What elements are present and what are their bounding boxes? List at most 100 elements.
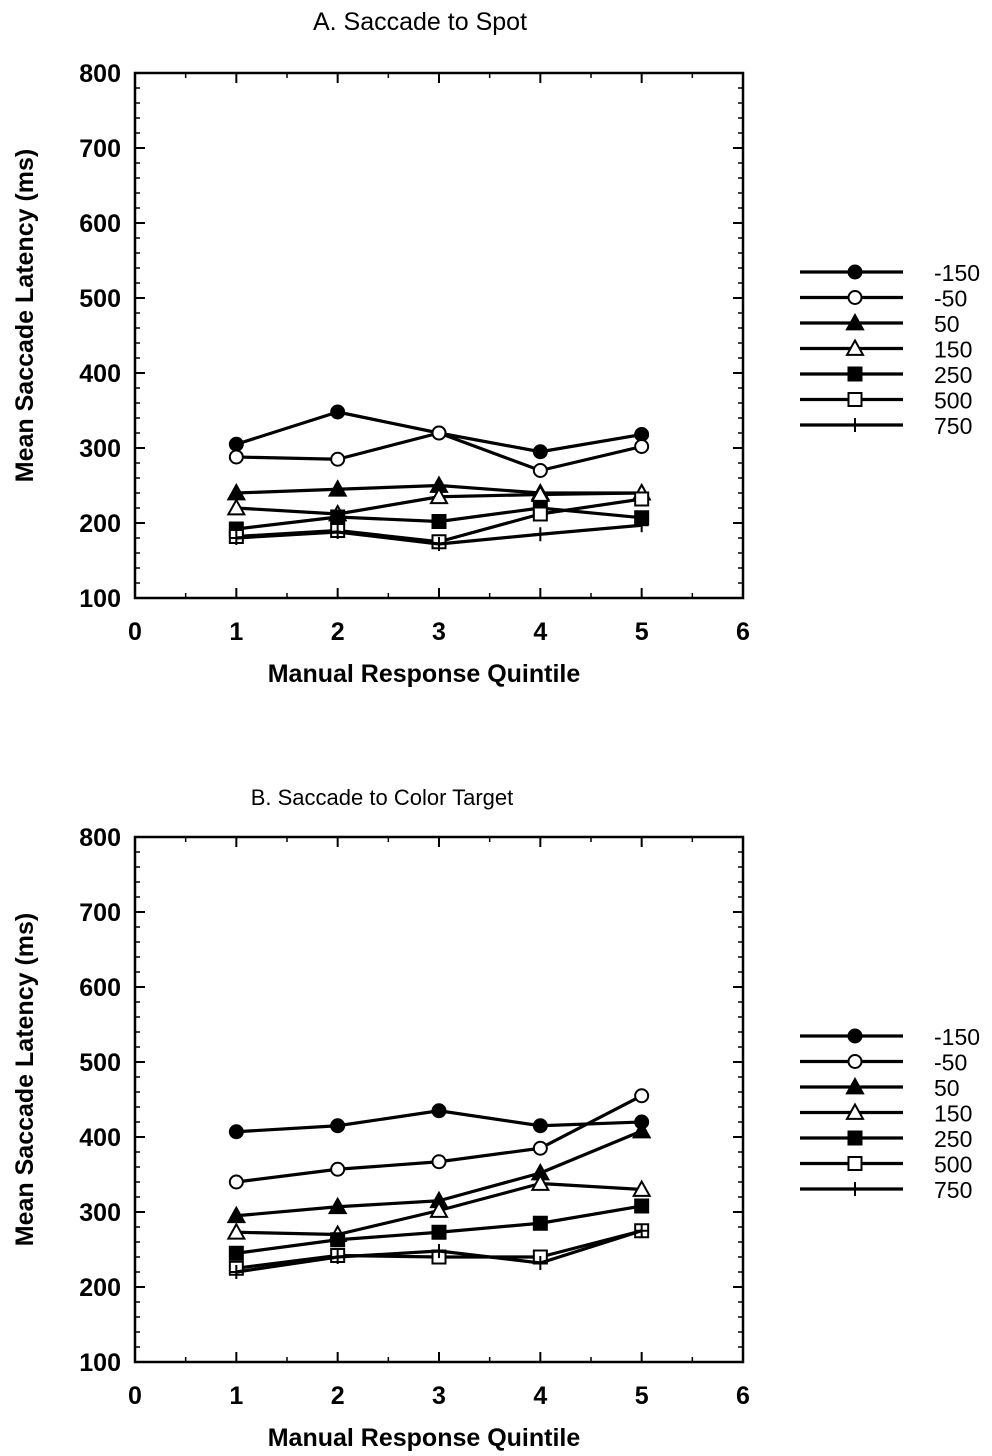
data-point bbox=[228, 449, 244, 465]
y-tick-label: 800 bbox=[79, 824, 121, 852]
legend-marker bbox=[847, 290, 863, 305]
x-tick-label: 0 bbox=[128, 1382, 142, 1410]
data-point bbox=[429, 1200, 449, 1218]
x-axis-label: Manual Response Quintile bbox=[268, 660, 581, 688]
data-point bbox=[431, 1154, 447, 1170]
y-tick-label: 300 bbox=[79, 1199, 121, 1227]
y-axis-label: Mean Saccade Latency (ms) bbox=[11, 913, 39, 1246]
x-tick-label: 4 bbox=[533, 618, 547, 646]
data-point bbox=[228, 1174, 244, 1190]
data-point bbox=[327, 1196, 348, 1215]
legend-item--50: -50 bbox=[800, 1050, 967, 1076]
series-750 bbox=[229, 1223, 649, 1279]
data-point bbox=[330, 1118, 346, 1134]
data-point bbox=[532, 1118, 548, 1134]
x-tick-label: 1 bbox=[229, 618, 243, 646]
data-point bbox=[431, 1224, 447, 1240]
x-tick-label: 1 bbox=[229, 1382, 243, 1410]
series--50 bbox=[228, 1088, 650, 1190]
legend-label: 250 bbox=[934, 1126, 972, 1152]
y-tick-label: 600 bbox=[79, 974, 121, 1002]
y-tick-label: 700 bbox=[79, 899, 121, 927]
data-point bbox=[432, 1244, 446, 1258]
data-point bbox=[431, 514, 447, 529]
data-point bbox=[327, 479, 348, 497]
legend-item-750: 750 bbox=[800, 1177, 972, 1203]
x-axis-label: Manual Response Quintile bbox=[268, 1424, 581, 1452]
legend-label: 500 bbox=[934, 1152, 972, 1178]
chart-title: A. Saccade to Spot bbox=[313, 8, 527, 36]
x-tick-label: 2 bbox=[331, 1382, 345, 1410]
legend-marker bbox=[845, 1102, 865, 1120]
y-tick-label: 100 bbox=[79, 585, 121, 613]
data-point bbox=[532, 463, 548, 478]
data-point bbox=[634, 1088, 650, 1104]
data-point bbox=[226, 1205, 247, 1224]
data-point bbox=[431, 1103, 447, 1119]
x-tick-label: 3 bbox=[432, 1382, 446, 1410]
x-tick-label: 0 bbox=[128, 618, 142, 646]
data-point bbox=[530, 1173, 551, 1191]
y-tick-label: 500 bbox=[79, 285, 121, 313]
legend-item-500: 500 bbox=[800, 1152, 972, 1178]
x-tick-label: 4 bbox=[533, 1382, 547, 1410]
legend-item--50: -50 bbox=[800, 286, 967, 312]
x-tick-label: 5 bbox=[635, 1382, 649, 1410]
legend-label: 150 bbox=[934, 1101, 972, 1127]
data-point bbox=[330, 1161, 346, 1177]
legend-label: -50 bbox=[934, 286, 967, 312]
chart-title: B. Saccade to Color Target bbox=[251, 785, 514, 810]
data-point bbox=[228, 1245, 244, 1261]
y-tick-label: 700 bbox=[79, 135, 121, 163]
legend-item-500: 500 bbox=[800, 388, 972, 414]
data-point bbox=[532, 1215, 548, 1231]
series--150 bbox=[228, 1103, 650, 1140]
legend-item--150: -150 bbox=[800, 1024, 980, 1050]
data-point bbox=[533, 527, 548, 542]
y-tick-label: 500 bbox=[79, 1049, 121, 1077]
series--50 bbox=[228, 425, 650, 478]
data-point bbox=[429, 486, 449, 505]
legend-label: -150 bbox=[934, 260, 980, 286]
legend-marker bbox=[847, 1054, 863, 1069]
x-tick-label: 2 bbox=[331, 618, 345, 646]
data-point bbox=[631, 1120, 652, 1139]
legend-label: -150 bbox=[934, 1024, 980, 1050]
x-tick-label: 5 bbox=[635, 618, 649, 646]
data-point bbox=[533, 1256, 548, 1270]
data-point bbox=[330, 509, 346, 525]
legend-marker bbox=[847, 264, 863, 280]
data-point bbox=[634, 518, 649, 533]
chart-panel-a: A. Saccade to Spot1002003004005006007008… bbox=[11, 8, 980, 688]
legend-marker bbox=[845, 312, 865, 331]
data-point bbox=[330, 1250, 345, 1264]
legend-label: 750 bbox=[934, 413, 972, 439]
data-point bbox=[226, 1222, 247, 1240]
legend-item-250: 250 bbox=[800, 362, 972, 388]
legend-label: -50 bbox=[934, 1050, 967, 1076]
series-250 bbox=[228, 1198, 650, 1261]
y-tick-label: 400 bbox=[79, 1124, 121, 1152]
data-point bbox=[634, 491, 650, 507]
legend-label: 150 bbox=[934, 337, 972, 363]
y-tick-label: 400 bbox=[79, 360, 121, 388]
legend-marker bbox=[847, 392, 863, 407]
legend-marker bbox=[847, 1028, 863, 1044]
data-point bbox=[229, 531, 244, 545]
legend-marker bbox=[845, 338, 865, 356]
legend-item-150: 150 bbox=[800, 337, 972, 363]
data-point bbox=[532, 1140, 548, 1156]
y-axis-label: Mean Saccade Latency (ms) bbox=[11, 149, 39, 482]
legend-marker bbox=[847, 1130, 863, 1146]
legend-label: 750 bbox=[934, 1177, 972, 1203]
data-point bbox=[631, 1179, 652, 1197]
legend-label: 250 bbox=[934, 362, 972, 388]
data-point bbox=[532, 444, 548, 460]
data-point bbox=[634, 1198, 650, 1214]
legend-label: 500 bbox=[934, 388, 972, 414]
data-point bbox=[330, 525, 345, 539]
y-tick-label: 600 bbox=[79, 210, 121, 238]
series-750 bbox=[229, 518, 649, 551]
y-tick-label: 200 bbox=[79, 510, 121, 538]
